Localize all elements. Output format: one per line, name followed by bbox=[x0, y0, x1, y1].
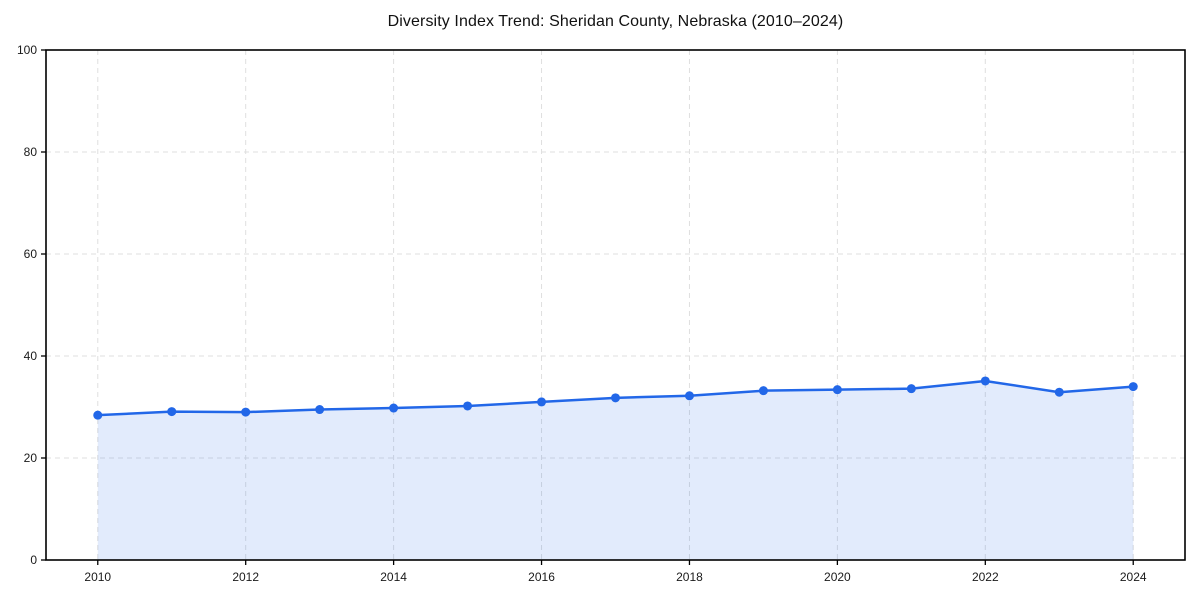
data-point-2018 bbox=[684, 391, 694, 401]
y-tick-label: 80 bbox=[24, 145, 38, 159]
data-point-2013 bbox=[315, 405, 325, 415]
chart-title: Diversity Index Trend: Sheridan County, … bbox=[387, 13, 844, 30]
data-point-2024 bbox=[1128, 382, 1138, 392]
x-tick-label: 2020 bbox=[824, 570, 851, 584]
x-tick-label: 2016 bbox=[528, 570, 555, 584]
x-tick-label: 2012 bbox=[232, 570, 259, 584]
area-fill bbox=[97, 380, 1134, 560]
data-point-2012 bbox=[241, 407, 251, 417]
data-point-2020 bbox=[832, 385, 842, 395]
data-point-2022 bbox=[980, 376, 990, 386]
data-point-2010 bbox=[93, 410, 103, 420]
x-tick-label: 2010 bbox=[84, 570, 111, 584]
data-points bbox=[93, 376, 1138, 420]
y-tick-label: 100 bbox=[17, 43, 37, 57]
y-tick-label: 0 bbox=[30, 553, 37, 567]
data-point-2016 bbox=[537, 397, 547, 407]
grid-lines bbox=[46, 50, 1185, 560]
x-tick-label: 2022 bbox=[972, 570, 999, 584]
tick-marks bbox=[41, 49, 1134, 565]
y-tick-label: 20 bbox=[24, 451, 38, 465]
x-tick-label: 2018 bbox=[676, 570, 703, 584]
y-tick-label: 60 bbox=[24, 247, 38, 261]
data-point-2014 bbox=[389, 403, 399, 413]
x-tick-label: 2024 bbox=[1120, 570, 1147, 584]
data-point-2023 bbox=[1054, 387, 1064, 397]
axes-box bbox=[45, 49, 1186, 561]
data-point-2017 bbox=[611, 393, 620, 403]
data-point-2021 bbox=[906, 384, 916, 394]
data-point-2015 bbox=[463, 401, 473, 411]
y-tick-label: 40 bbox=[24, 349, 38, 363]
tick-labels: 2010 2012 2014 2016 2018 2020 2022 2024 0 20 40 60 8… bbox=[17, 43, 1147, 584]
data-point-2019 bbox=[758, 386, 768, 396]
x-tick-label: 2014 bbox=[380, 570, 407, 584]
data-point-2011 bbox=[167, 407, 177, 417]
